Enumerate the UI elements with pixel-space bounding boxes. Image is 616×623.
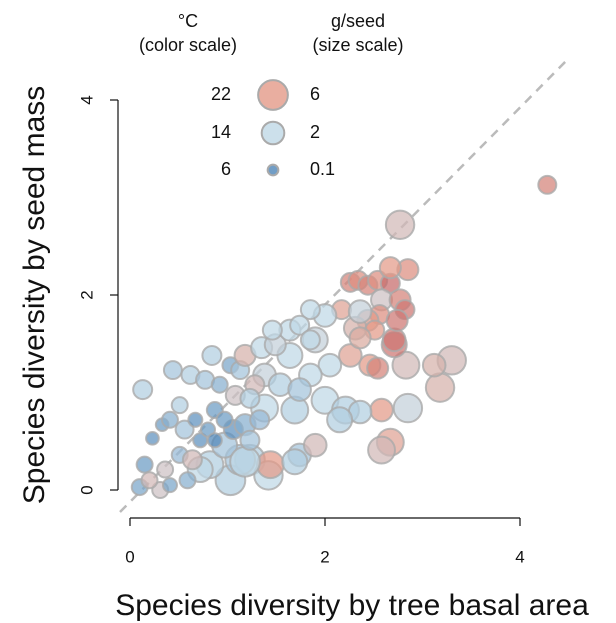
bubble [369, 397, 394, 423]
bubble [187, 411, 204, 428]
bubble [215, 410, 234, 429]
bubble [317, 352, 343, 378]
bubble [281, 448, 309, 476]
y-tick-label: 2 [77, 290, 96, 299]
y-tick-label: 4 [77, 95, 96, 104]
size-legend-subtitle: (size scale) [312, 35, 403, 55]
legend-bubble [266, 163, 280, 177]
bubble [255, 450, 285, 480]
color-legend-label: 14 [211, 122, 231, 142]
bubble [391, 350, 421, 380]
x-tick-label: 2 [320, 547, 329, 566]
bubble [161, 477, 179, 494]
y-axis-title: Species diversity by seed mass [18, 86, 51, 505]
bubble [287, 377, 312, 402]
bubble [229, 445, 261, 478]
bubble [348, 326, 372, 350]
bubble [378, 256, 402, 280]
bubble [156, 460, 175, 479]
bubble [145, 430, 160, 446]
bubble [140, 471, 159, 490]
bubble [210, 375, 229, 394]
size-legend-label: 6 [310, 84, 320, 104]
bubble [178, 471, 197, 490]
bubble [170, 396, 189, 415]
bubble [181, 449, 203, 471]
bubble [338, 343, 363, 368]
size-legend-label: 0.1 [310, 159, 335, 179]
bubble [392, 392, 424, 424]
bubble [135, 455, 154, 474]
bubble [160, 410, 179, 429]
bubble [132, 379, 154, 401]
color-legend-label: 6 [221, 159, 231, 179]
x-tick-label: 0 [125, 547, 134, 566]
bubble [367, 435, 396, 465]
bubble [537, 174, 558, 195]
size-legend-title: g/seed [331, 11, 385, 31]
bubble [299, 299, 321, 321]
size-legend-label: 2 [310, 122, 320, 142]
bubble [239, 429, 261, 451]
legend-bubble [257, 79, 289, 111]
bubble [289, 314, 311, 336]
bubble [326, 406, 354, 434]
bubble [384, 209, 416, 241]
color-legend-label: 22 [211, 84, 231, 104]
bubble [347, 299, 373, 324]
bubble [261, 319, 283, 341]
bubble [302, 432, 328, 458]
bubble [424, 372, 456, 403]
bubble [249, 409, 271, 431]
x-tick-label: 4 [515, 547, 524, 566]
legend-bubble [260, 120, 286, 146]
x-axis-title: Species diversity by tree basal area [115, 589, 589, 622]
bubble [201, 344, 223, 366]
bubble [366, 356, 390, 380]
bubble [421, 352, 447, 378]
bubbles [130, 174, 558, 499]
bubble [381, 327, 407, 353]
bubble [239, 387, 261, 409]
reference-line [119, 56, 571, 513]
y-tick-label: 0 [77, 485, 96, 494]
bubble [206, 432, 223, 449]
bubble [385, 308, 409, 332]
bubble [162, 360, 183, 381]
bubble [299, 329, 321, 351]
color-legend-title: °C [178, 11, 198, 31]
bubble [174, 419, 195, 440]
color-legend-subtitle: (color scale) [139, 35, 237, 55]
